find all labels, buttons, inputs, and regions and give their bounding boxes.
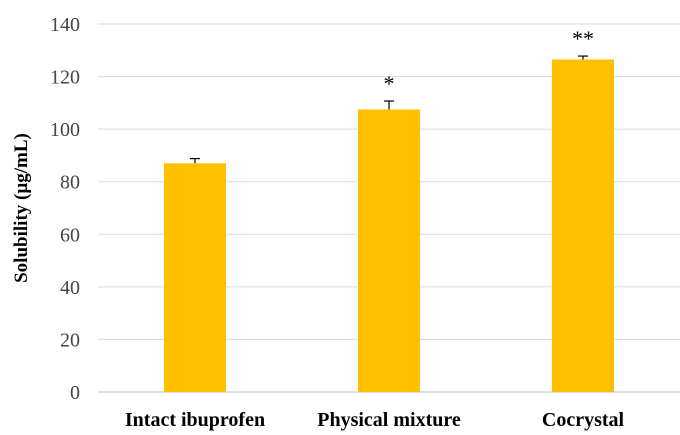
y-tick-label: 40 (60, 277, 80, 299)
x-category-label: Intact ibuprofen (125, 409, 265, 431)
y-tick-label: 0 (70, 382, 80, 404)
bar (164, 163, 226, 392)
x-category-label: Cocrystal (542, 409, 625, 431)
bar (358, 109, 420, 392)
y-tick-label: 120 (50, 67, 80, 89)
significance-labels: *** (384, 26, 595, 96)
x-category-label: Physical mixture (317, 409, 461, 431)
y-tick-label: 140 (50, 14, 80, 36)
error-bars (190, 55, 588, 164)
y-tick-label: 80 (60, 172, 80, 194)
y-axis-title: Solubility (µg/mL) (11, 133, 32, 283)
y-tick-labels: 0 20 40 60 80 100 120 140 (50, 14, 80, 404)
y-tick-label: 100 (50, 119, 80, 141)
significance-label: ** (572, 26, 594, 51)
y-tick-label: 20 (60, 329, 80, 351)
x-category-labels: Intact ibuprofen Physical mixture Cocrysta… (125, 409, 625, 431)
bar (552, 59, 614, 392)
y-tick-label: 60 (60, 224, 80, 246)
significance-label: * (384, 71, 395, 96)
bars (164, 59, 614, 392)
